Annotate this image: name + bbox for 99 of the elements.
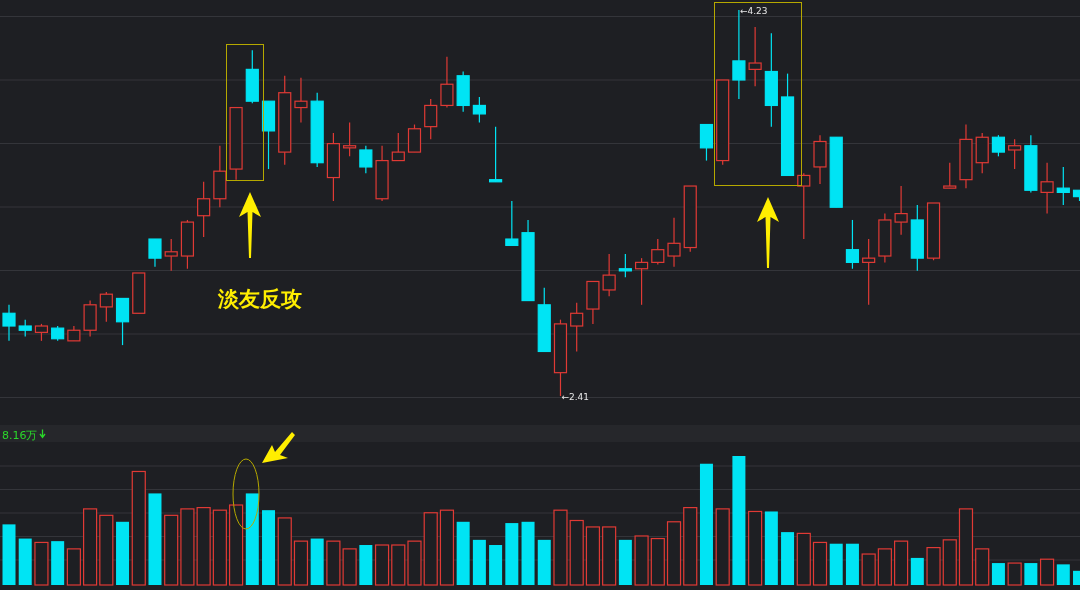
candlestick — [894, 185, 908, 236]
bar — [391, 544, 406, 586]
bar — [472, 539, 486, 585]
candlestick — [424, 98, 438, 140]
bar — [926, 546, 941, 586]
bar — [845, 543, 859, 585]
bar — [715, 508, 730, 586]
bar — [975, 548, 990, 586]
bar — [894, 540, 909, 586]
annotation: ←2.41 — [561, 392, 590, 402]
bar — [991, 563, 1005, 585]
bar — [212, 509, 227, 586]
bar — [262, 510, 276, 585]
candlestick — [440, 56, 454, 109]
bar — [553, 509, 568, 586]
bar — [1056, 564, 1070, 585]
candlestick — [164, 238, 178, 272]
bar — [618, 539, 632, 585]
candlestick — [472, 96, 486, 124]
candlestick — [667, 217, 681, 268]
bar — [245, 493, 259, 585]
bar — [423, 512, 438, 586]
bar — [796, 532, 811, 586]
candlestick — [797, 172, 811, 240]
candlestick — [602, 253, 616, 297]
bar — [877, 548, 892, 586]
candlestick — [391, 132, 405, 162]
bar — [958, 508, 974, 586]
candlestick — [570, 302, 584, 353]
candlestick — [294, 77, 308, 124]
bar — [489, 545, 503, 585]
bar — [277, 517, 292, 586]
bar — [18, 538, 32, 585]
bar — [456, 521, 470, 585]
candlestick — [748, 26, 762, 87]
bar — [164, 514, 179, 586]
candlestick — [1056, 166, 1070, 206]
bar — [148, 493, 162, 585]
candlestick — [991, 134, 1006, 157]
bar — [812, 541, 828, 586]
bar — [585, 526, 601, 586]
bar — [942, 539, 957, 586]
bar — [99, 514, 114, 586]
candlestick — [699, 123, 714, 162]
candlestick — [618, 253, 632, 278]
bar — [66, 548, 81, 586]
annotation: ←4.23 — [739, 6, 768, 16]
bar — [2, 524, 16, 585]
bar — [131, 470, 146, 586]
bar — [228, 504, 244, 586]
bar — [34, 541, 49, 586]
bar — [310, 538, 324, 585]
candlestick — [845, 219, 860, 270]
bar — [569, 519, 584, 586]
candlestick — [1008, 138, 1022, 170]
bar — [83, 508, 98, 586]
candlestick — [359, 145, 373, 174]
bar — [829, 543, 843, 585]
candlestick — [1040, 162, 1054, 215]
bar — [634, 535, 649, 586]
candlestick — [862, 238, 876, 306]
bar — [537, 539, 551, 585]
candlestick — [99, 291, 113, 323]
candlestick — [489, 126, 503, 183]
bar — [910, 557, 924, 585]
bar — [683, 507, 698, 586]
annotation: 淡友反攻 — [217, 287, 302, 311]
candlestick — [505, 200, 519, 247]
bar — [116, 521, 130, 585]
candlestick — [148, 238, 162, 268]
text: 8.16万 — [2, 428, 38, 442]
candlestick — [651, 238, 665, 266]
candlestick — [943, 162, 957, 189]
candlestick — [407, 123, 422, 153]
candlestick — [197, 181, 211, 238]
candlestick — [343, 121, 357, 157]
bar — [374, 544, 390, 586]
bar — [521, 521, 535, 585]
bar — [1039, 558, 1055, 586]
bar — [505, 523, 519, 585]
bar — [602, 526, 617, 586]
bar — [359, 545, 373, 585]
bar — [764, 511, 778, 585]
bar — [781, 532, 795, 585]
bar — [1007, 562, 1022, 586]
bar — [732, 456, 746, 585]
bar — [748, 510, 763, 586]
bar — [650, 537, 665, 586]
bar — [407, 540, 422, 586]
bar — [439, 509, 455, 586]
bar — [699, 463, 713, 585]
bar — [861, 553, 876, 586]
bar — [666, 521, 682, 586]
bar — [51, 541, 65, 585]
bar — [1024, 563, 1038, 585]
candlestick — [115, 297, 130, 346]
candlestick — [634, 257, 649, 306]
bar — [293, 540, 309, 586]
candlestick — [2, 304, 16, 342]
